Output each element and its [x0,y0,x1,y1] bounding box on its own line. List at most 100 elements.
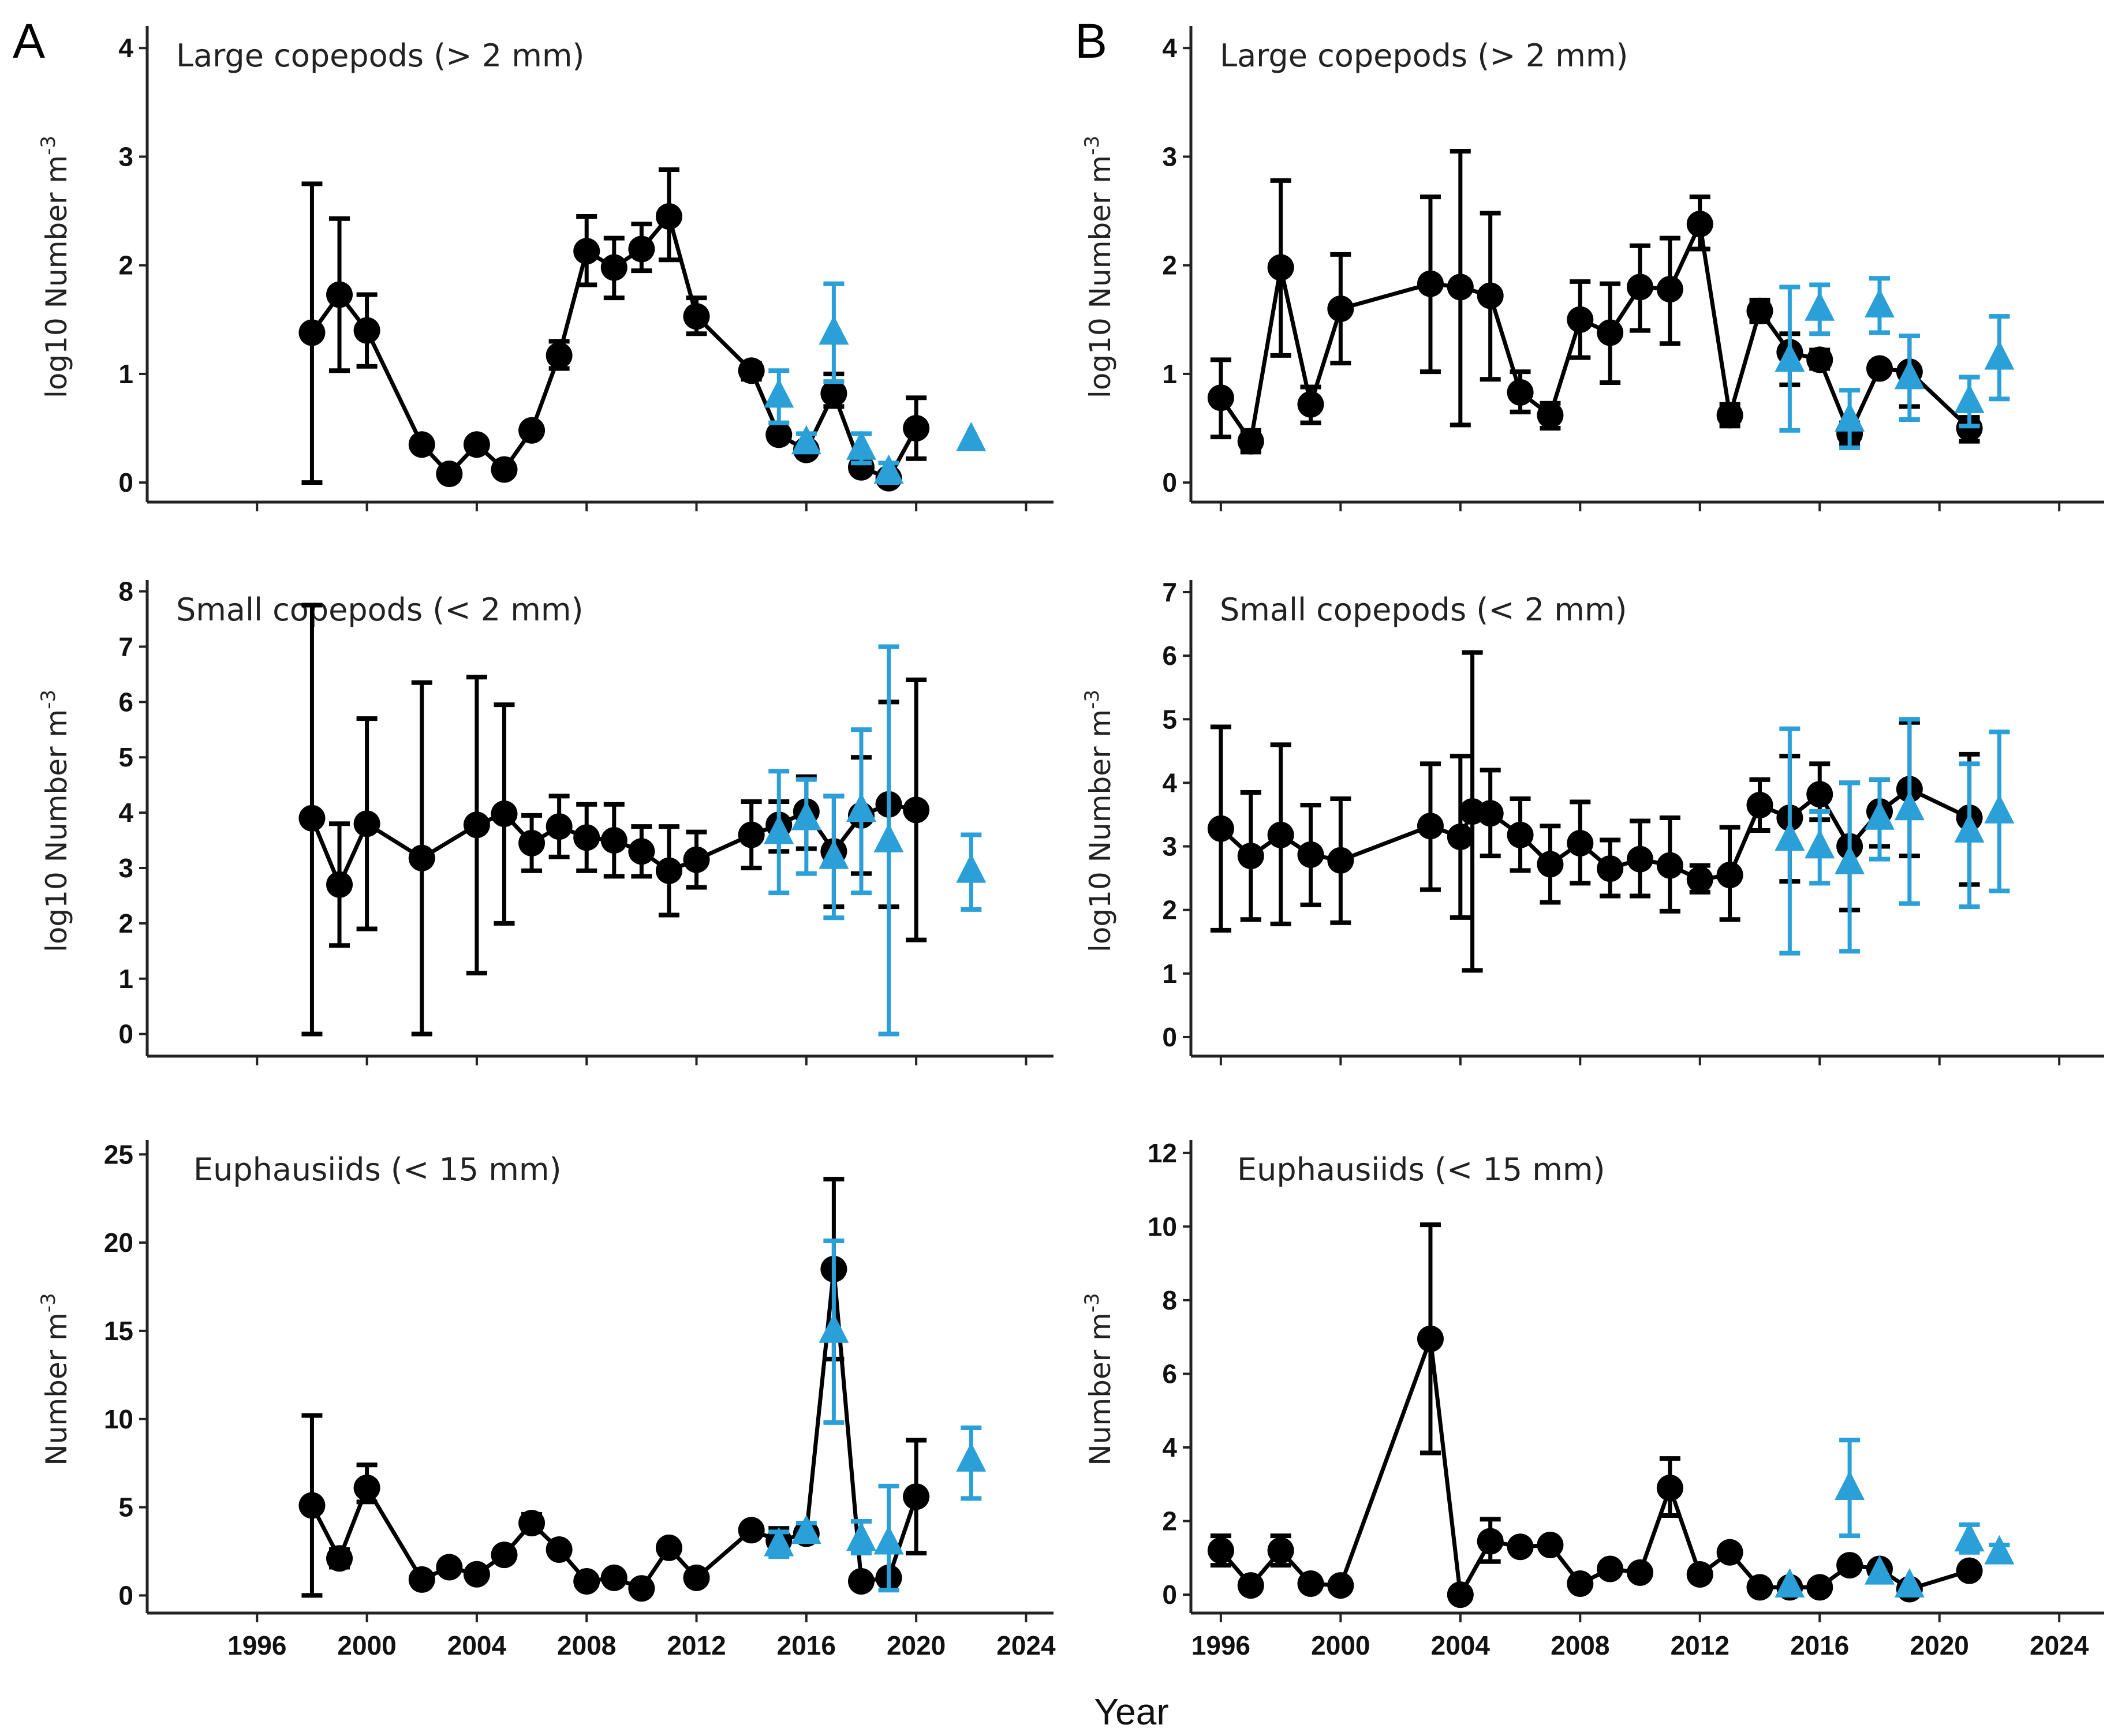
data-point-circle: 2010: 1.8 [1627,274,1654,301]
y-axis-label-text: log10 Number m [1084,709,1117,952]
panel-title: Large copepods (> 2 mm) [1220,38,1628,74]
data-point-triangle: 2015: 1.13 [1775,342,1805,372]
series-blue: 2015: 0.82016: 0.372017: 1.382018: 0.322… [764,281,987,485]
data-point-circle: 2006: 4.1 [518,1510,546,1537]
x-tick-label: 2008 [557,1630,616,1660]
data-point-triangle: 2018: 1.63 [1864,288,1895,318]
data-point-circle: 1997: 2.85 [1237,843,1264,870]
data-point-circle: 2009: 3.5 [600,827,627,854]
data-point-triangle: 2021: 1.5 [1954,1522,1985,1552]
data-point-circle: 2000: 1.4 [353,317,380,344]
data-point-triangle: 2016: 1.6 [1805,291,1835,321]
y-tick-label: 4 [1162,768,1177,798]
y-tick-label: 2 [118,250,133,280]
panel-letter-A: A [13,14,45,68]
data-point-triangle: 2015: 3.12 [1775,821,1805,851]
y-tick-label: 7 [1162,577,1177,607]
data-point-circle: 2007: 3.75 [546,813,573,840]
y-tick-label: 8 [118,577,133,607]
y-axis-label-text: log10 Number m [40,709,73,952]
data-point-circle: 2006: 0.83 [1507,379,1534,406]
panel-title: Euphausiids (< 15 mm) [193,1151,562,1188]
data-point-circle: 2014: 3.7 [738,1517,765,1544]
series-blue: 2015: 1.132016: 1.6 2017: 0.58 2018: 1.63 2… [1775,276,2015,450]
x-tick-label: 2000 [1311,1630,1370,1660]
y-axis-label-superscript: -3 [1081,690,1104,709]
y-axis-label: log10 Number m-3 [1081,136,1117,398]
data-point-circle: 2009: 1.98 [600,254,627,281]
y-tick-label: 3 [1162,141,1177,171]
x-tick-label: 2004 [447,1630,507,1660]
x-tick-label: 2024 [2030,1630,2089,1660]
y-axis-label: Number m-3 [1081,1293,1117,1465]
data-point-circle: 2010: 2.8 [1627,845,1654,873]
data-point-triangle: 2019: 0.1 [873,454,904,484]
y-tick-label: 2 [1162,1506,1177,1536]
panel-letter-B: B [1075,14,1107,68]
data-point-circle: 2006: 1.3 [1507,1533,1534,1561]
data-point-circle: 1996: 1.2 [1207,1537,1234,1564]
data-point-circle: 1999: 1.73 [326,281,353,308]
data-point-circle: 1997: 0.25 [1237,1572,1264,1599]
data-point-circle: 2008: 3.55 [573,824,600,851]
y-tick-label: 25 [104,1139,133,1169]
data-point-circle: 2007: 0.62 [1537,402,1564,429]
data-point-circle: 2009: 1.38 [1597,319,1624,346]
data-point-circle: 2011: 2.7 [655,1534,682,1561]
data-point-circle: 2002: 0.9 [408,1566,435,1593]
data-point-circle: 2013: 2.55 [1716,862,1743,889]
x-tick-label: 2024 [996,1630,1056,1660]
data-point-circle: 2015: 0.44 [765,421,793,448]
data-point-circle: 2011: 2.45 [655,203,682,230]
data-point-triangle: 2019: 3 [873,1525,904,1555]
data-point-triangle: 2018: 0.32 [846,430,876,460]
y-tick-label: 10 [104,1404,133,1434]
y-tick-label: 10 [1148,1211,1177,1241]
data-point-triangle: 2015: 3.65 [764,814,794,844]
y-tick-label: 5 [118,1492,133,1522]
x-tick-label: 2016 [777,1630,836,1660]
y-tick-label: 8 [1162,1285,1177,1315]
data-point-circle: 2009: 2.65 [1597,855,1624,882]
y-tick-label: 3 [1162,832,1177,862]
data-point-circle: 2005: 3.98 [491,800,518,828]
data-point-circle: 2002: 3.18 [408,844,435,871]
data-point-circle: 2013: 0.62 [1716,402,1743,429]
y-tick-label: 0 [1162,1580,1177,1610]
data-point-circle: 1999: 0.72 [1297,391,1324,418]
data-point-circle: 1998: 3.18 [1267,821,1294,848]
data-point-circle: 1999: 2.7 [326,871,353,898]
y-axis-label-superscript: -3 [37,690,60,709]
x-tick-label: 2008 [1551,1630,1609,1660]
y-tick-label: 20 [104,1228,133,1258]
y-tick-label: 3 [118,141,133,171]
data-point-triangle: 2016: 0.37 [791,425,821,455]
data-point-circle: 2011: 1.78 [1656,276,1683,303]
data-point-triangle: 2019: 3.6 [1894,791,1925,821]
y-tick-label: 2 [118,908,133,938]
series-blue: 2015: 0.25 2017: 2.9 2018: 0.62019: 0.25 20… [1775,1438,2015,1597]
data-point-circle: 2000: 0.25 [1327,1572,1354,1599]
data-point-circle: 2017: 0.82 [820,380,847,407]
data-point-triangle: 2022: 1.15 [1984,340,2015,370]
series-black: 1996: 3.281997: 2.851998: 3.181999: 2.87… [1207,650,1983,973]
data-point-circle: 2020: 4.05 [903,796,930,824]
y-axis-label-superscript: -3 [1081,1293,1104,1312]
data-point-circle: 2012: 0.55 [1686,1561,1713,1588]
data-point-triangle: 2019: 3.5 [873,823,904,852]
x-tick-label: 2016 [1790,1630,1849,1660]
y-axis-label-superscript: -3 [1081,136,1104,155]
data-point-circle: 2007: 1.17 [546,342,573,369]
panel-B-1: 0 1 2 3 4 Large copepods (> 2 mm) log10 Number… [1075,14,2104,511]
panel-title: Euphausiids (< 15 mm) [1237,1151,1605,1188]
panel-A-1: 0 1 2 3 4 Large copepods (> 2 mm) log10 Number… [13,14,1054,511]
y-tick-label: 6 [118,687,133,717]
data-point-circle: 1998: 5.1 [298,1492,326,1519]
data-point-circle: 2016: 0.2 [1806,1574,1833,1601]
y-tick-label: 12 [1148,1138,1177,1168]
y-tick-label: 1 [118,964,133,994]
data-point-circle: 2003: 1.83 [1417,270,1444,297]
y-axis-label: Number m-3 [37,1293,73,1465]
y-tick-label: 2 [1162,250,1177,280]
